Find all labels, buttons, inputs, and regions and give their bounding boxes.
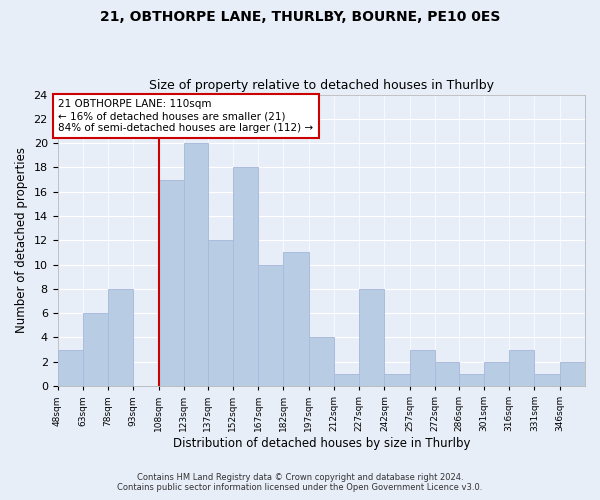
Bar [283,252,308,386]
Bar [108,289,133,386]
Title: Size of property relative to detached houses in Thurlby: Size of property relative to detached ho… [149,79,494,92]
Bar [435,362,458,386]
Bar [359,289,385,386]
Text: 21 OBTHORPE LANE: 110sqm
← 16% of detached houses are smaller (21)
84% of semi-d: 21 OBTHORPE LANE: 110sqm ← 16% of detach… [58,100,313,132]
Bar [484,362,509,386]
Bar [184,143,208,386]
Text: Contains HM Land Registry data © Crown copyright and database right 2024.
Contai: Contains HM Land Registry data © Crown c… [118,473,482,492]
Bar [385,374,410,386]
Bar [560,362,585,386]
Bar [158,180,184,386]
Bar [308,338,334,386]
Bar [535,374,560,386]
Bar [233,168,258,386]
Y-axis label: Number of detached properties: Number of detached properties [15,148,28,334]
Text: 21, OBTHORPE LANE, THURLBY, BOURNE, PE10 0ES: 21, OBTHORPE LANE, THURLBY, BOURNE, PE10… [100,10,500,24]
Bar [509,350,535,386]
Bar [83,313,108,386]
Bar [208,240,233,386]
Bar [334,374,359,386]
X-axis label: Distribution of detached houses by size in Thurlby: Distribution of detached houses by size … [173,437,470,450]
Bar [458,374,484,386]
Bar [258,264,283,386]
Bar [58,350,83,386]
Bar [410,350,435,386]
